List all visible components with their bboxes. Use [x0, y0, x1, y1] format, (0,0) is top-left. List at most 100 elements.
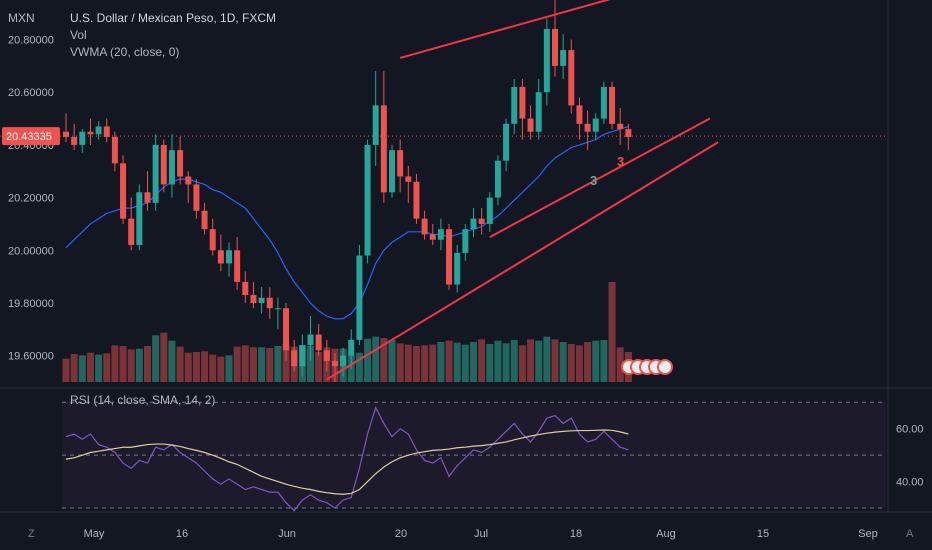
- volume-bar: [616, 347, 624, 382]
- candle-body: [405, 176, 412, 182]
- candle-body: [454, 252, 461, 285]
- trendline: [489, 117, 711, 238]
- price-tick-label: 20.20000: [8, 193, 54, 205]
- price-tick-label: 19.80000: [8, 298, 54, 310]
- volume-bar: [103, 353, 111, 382]
- candle-body: [234, 250, 241, 282]
- candle-body: [625, 129, 632, 137]
- candle-body: [527, 118, 534, 132]
- chart-title: U.S. Dollar / Mexican Peso, 1D, FXCM: [70, 11, 277, 25]
- rsi-tick-label: 40.00: [896, 477, 924, 489]
- candle-body: [103, 126, 110, 137]
- candle-body: [291, 350, 298, 367]
- volume-bar: [168, 340, 176, 382]
- candle-body: [340, 355, 347, 367]
- volume-bar: [86, 352, 94, 382]
- candle-body: [250, 295, 257, 303]
- volume-bar: [241, 345, 249, 382]
- rsi-legend[interactable]: RSI (14, close, SMA, 14, 2): [70, 393, 216, 407]
- wave-count-label: 3: [590, 173, 597, 188]
- candle-body: [323, 350, 330, 361]
- volume-bar: [567, 344, 575, 382]
- candle-body: [576, 105, 583, 124]
- trendline: [399, 0, 611, 59]
- auto-scale-button[interactable]: A: [906, 528, 914, 540]
- candle-body: [95, 126, 102, 135]
- vwma-legend[interactable]: VWMA (20, close, 0): [70, 45, 180, 59]
- volume-bar: [364, 338, 372, 382]
- volume-bar: [192, 352, 200, 382]
- candle-body: [552, 28, 558, 66]
- candle-body: [201, 210, 208, 230]
- candle-body: [380, 105, 387, 193]
- candle-body: [177, 150, 184, 177]
- candle-body: [462, 229, 469, 253]
- volume-bar: [249, 347, 257, 382]
- volume-bar: [575, 345, 583, 382]
- volume-bar: [502, 343, 510, 382]
- candle-body: [617, 123, 624, 130]
- candle-body: [437, 229, 444, 240]
- candle-body: [128, 218, 135, 246]
- candle-body: [397, 150, 404, 177]
- volume-bar: [404, 344, 412, 382]
- last-price-badge: [2, 127, 60, 146]
- candle-body: [609, 86, 616, 124]
- volume-bar: [62, 358, 70, 382]
- candle-body: [274, 308, 281, 310]
- volume-legend[interactable]: Vol: [70, 28, 87, 42]
- volume-bar: [510, 340, 518, 382]
- volume-bar: [551, 339, 559, 382]
- candle-body: [478, 218, 485, 224]
- volume-bar: [535, 340, 543, 382]
- price-tick-label: 20.60000: [8, 87, 54, 99]
- vwma-line: [65, 125, 629, 320]
- time-tick-label: May: [84, 528, 105, 540]
- candle-body: [63, 131, 69, 137]
- candle-body: [87, 131, 94, 135]
- volume-bar: [70, 354, 78, 382]
- candle-body: [299, 345, 306, 367]
- volume-bar: [160, 332, 168, 382]
- volume-bar: [445, 340, 453, 382]
- timezone-toggle-button[interactable]: Z: [28, 528, 35, 540]
- candle-body: [519, 86, 526, 119]
- volume-bar: [111, 345, 119, 382]
- volume-bar: [494, 340, 502, 382]
- candle-body: [79, 131, 86, 145]
- volume-bar: [119, 346, 127, 382]
- volume-bar: [144, 346, 151, 382]
- volume-bar: [396, 343, 404, 382]
- candle-body: [152, 144, 159, 203]
- volume-bar: [518, 345, 526, 382]
- candle-body: [226, 250, 232, 264]
- candle-body: [413, 181, 420, 219]
- candle-body: [470, 218, 477, 230]
- time-tick-label: Aug: [656, 528, 676, 540]
- candle-body: [315, 334, 322, 351]
- volume-bar: [543, 336, 551, 382]
- candle-body: [111, 136, 118, 164]
- volume-bar: [135, 348, 143, 382]
- volume-bar: [152, 335, 160, 382]
- volume-bar: [461, 344, 469, 382]
- volume-bar: [274, 346, 282, 382]
- volume-bar: [584, 342, 592, 382]
- volume-bar: [527, 339, 535, 382]
- candle-body: [193, 184, 200, 211]
- candle-body: [389, 150, 395, 193]
- candle-body: [348, 339, 355, 356]
- candle-body: [568, 50, 575, 106]
- volume-bar: [176, 346, 184, 382]
- volume-bar: [209, 354, 217, 382]
- volume-bar: [429, 344, 437, 382]
- volume-bar: [307, 346, 314, 382]
- volume-bar: [470, 342, 477, 382]
- volume-bar: [355, 352, 363, 382]
- time-tick-label: Jun: [278, 528, 296, 540]
- volume-bar: [258, 347, 266, 382]
- volume-bar: [78, 355, 86, 382]
- candle-body: [421, 218, 428, 235]
- candle-body: [331, 360, 338, 367]
